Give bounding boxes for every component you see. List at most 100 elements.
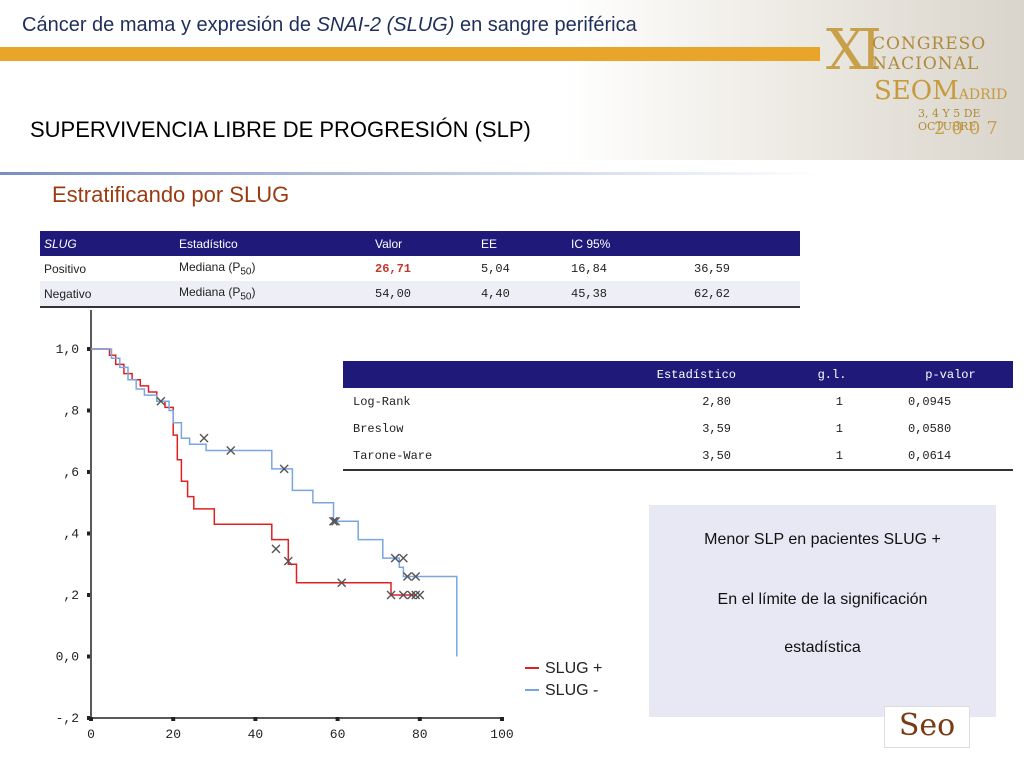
test-pvalue: 0,0945 xyxy=(908,394,952,409)
censor-mark xyxy=(398,553,408,563)
y-tick-label: -,2 xyxy=(56,711,79,726)
censor-mark xyxy=(386,590,396,600)
y-tick-label: ,2 xyxy=(63,588,79,603)
section-divider xyxy=(0,172,820,175)
table-row: Breslow 3,59 1 0,0580 xyxy=(343,415,1013,442)
statistic-text: Mediana (P xyxy=(179,259,241,274)
row-ic-high: 36,59 xyxy=(694,261,731,276)
censor-mark xyxy=(337,578,347,588)
censor-mark xyxy=(199,433,209,443)
statistic-close: ) xyxy=(251,284,256,299)
row-label: Positivo xyxy=(44,261,87,276)
median-header-valor: Valor xyxy=(371,231,477,256)
legend-label: SLUG - xyxy=(545,682,598,699)
censor-mark xyxy=(279,464,289,474)
censor-mark xyxy=(331,516,341,526)
series-line-slug-negative xyxy=(91,348,458,657)
conclusion-line-3: estadística xyxy=(784,639,861,656)
x-tick xyxy=(253,717,258,721)
x-tick xyxy=(417,717,422,721)
statistic-subscript: 50 xyxy=(240,291,252,303)
test-pvalue: 0,0614 xyxy=(888,442,1013,471)
test-header-estadistico: Estadístico xyxy=(495,361,776,388)
test-name: Log-Rank xyxy=(353,394,411,409)
statistic-text: Mediana (P xyxy=(179,284,241,299)
median-header-ic: IC 95% xyxy=(567,231,690,256)
censor-mark xyxy=(390,553,400,563)
censor-mark xyxy=(283,556,293,566)
table-row: Negativo Mediana (P50) 54,00 4,40 45,38 … xyxy=(40,281,800,308)
logo-madrid: ADRID xyxy=(958,87,1008,103)
logo-line-congreso: CONGRESO xyxy=(872,34,987,54)
test-name: Tarone-Ware xyxy=(343,442,495,471)
conclusion-line-2: En el límite de la significación xyxy=(717,591,928,608)
x-tick xyxy=(89,717,93,721)
test-header-blank xyxy=(343,361,495,388)
y-tick-label: 0,0 xyxy=(56,650,79,665)
y-tick xyxy=(87,531,90,536)
censor-mark xyxy=(411,572,421,582)
censor-mark xyxy=(328,516,338,526)
test-statistic: 3,59 xyxy=(702,421,731,436)
censor-mark xyxy=(402,572,412,582)
censor-mark xyxy=(407,590,417,600)
test-df: 1 xyxy=(835,394,843,409)
header-title-pre: Cáncer de mama y expresión de xyxy=(22,14,317,36)
test-df: 1 xyxy=(835,421,843,436)
row-ee: 4,40 xyxy=(477,281,567,308)
row-ic-high: 62,62 xyxy=(690,281,800,308)
median-table-header: SLUG Estadístico Valor EE IC 95% xyxy=(40,231,800,256)
logo-seom: SEOM xyxy=(874,76,959,106)
x-tick xyxy=(500,717,504,721)
x-tick xyxy=(171,717,176,721)
row-ee: 5,04 xyxy=(481,261,510,276)
y-tick xyxy=(87,593,90,597)
x-tick-label: 20 xyxy=(165,727,181,742)
median-header-estadistico: Estadístico xyxy=(175,231,371,256)
x-tick-label: 0 xyxy=(87,727,95,742)
gold-header-bar xyxy=(0,47,820,61)
row-statistic: Mediana (P50) xyxy=(175,256,371,281)
statistic-subscript: 50 xyxy=(240,266,252,278)
header-title-gene: SNAI-2 (SLUG) xyxy=(316,14,455,36)
conclusion-box: Menor SLP en pacientes SLUG + En el lími… xyxy=(649,505,996,717)
logo-line-nacional: NACIONAL xyxy=(872,54,980,74)
logo-line-seom: SEOMADRID xyxy=(874,76,1007,106)
row-ic-low: 45,38 xyxy=(567,281,690,308)
censor-mark xyxy=(226,445,236,455)
chart-legend: SLUG + SLUG - xyxy=(525,660,602,699)
median-header-slug: SLUG xyxy=(40,231,175,256)
row-label: Negativo xyxy=(40,281,175,308)
legend-label: SLUG + xyxy=(545,660,602,677)
congress-logo: XI CONGRESO NACIONAL SEOMADRID 3, 4 Y 5 … xyxy=(820,18,1020,148)
censor-mark xyxy=(398,590,408,600)
row-ic-low: 16,84 xyxy=(571,261,608,276)
row-statistic: Mediana (P50) xyxy=(175,281,371,308)
logo-dates: 3, 4 Y 5 DE OCTUBRE xyxy=(918,107,981,133)
page-header-title: Cáncer de mama y expresión de SNAI-2 (SL… xyxy=(22,14,637,37)
subtitle: Estratificando por SLUG xyxy=(52,182,290,207)
y-tick-label: ,4 xyxy=(63,527,79,542)
y-tick-label: ,8 xyxy=(63,404,79,419)
x-tick-label: 60 xyxy=(330,727,346,742)
table-row: Log-Rank 2,80 1 0,0945 xyxy=(343,388,1013,415)
statistic-close: ) xyxy=(251,259,256,274)
table-row: Tarone-Ware 3,50 1 0,0614 xyxy=(343,442,1013,471)
y-tick xyxy=(87,470,90,474)
test-pvalue: 0,0580 xyxy=(908,421,952,436)
x-tick-label: 40 xyxy=(248,727,264,742)
logo-year: 2007 xyxy=(934,118,1004,139)
test-statistic: 2,80 xyxy=(702,394,731,409)
y-tick-label: 1,0 xyxy=(56,342,79,357)
median-table: SLUG Estadístico Valor EE IC 95% Positiv… xyxy=(40,231,800,308)
test-header-gl: g.l. xyxy=(776,361,888,388)
censor-mark xyxy=(411,590,421,600)
median-header-blank xyxy=(690,231,800,256)
x-tick-label: 80 xyxy=(412,727,428,742)
seom-footer-logo: Seo xyxy=(884,706,970,748)
chart-censor-marks xyxy=(156,396,425,600)
row-value: 54,00 xyxy=(371,281,477,308)
header-band xyxy=(0,0,1024,160)
test-table-header: Estadístico g.l. p-valor xyxy=(343,361,1013,388)
